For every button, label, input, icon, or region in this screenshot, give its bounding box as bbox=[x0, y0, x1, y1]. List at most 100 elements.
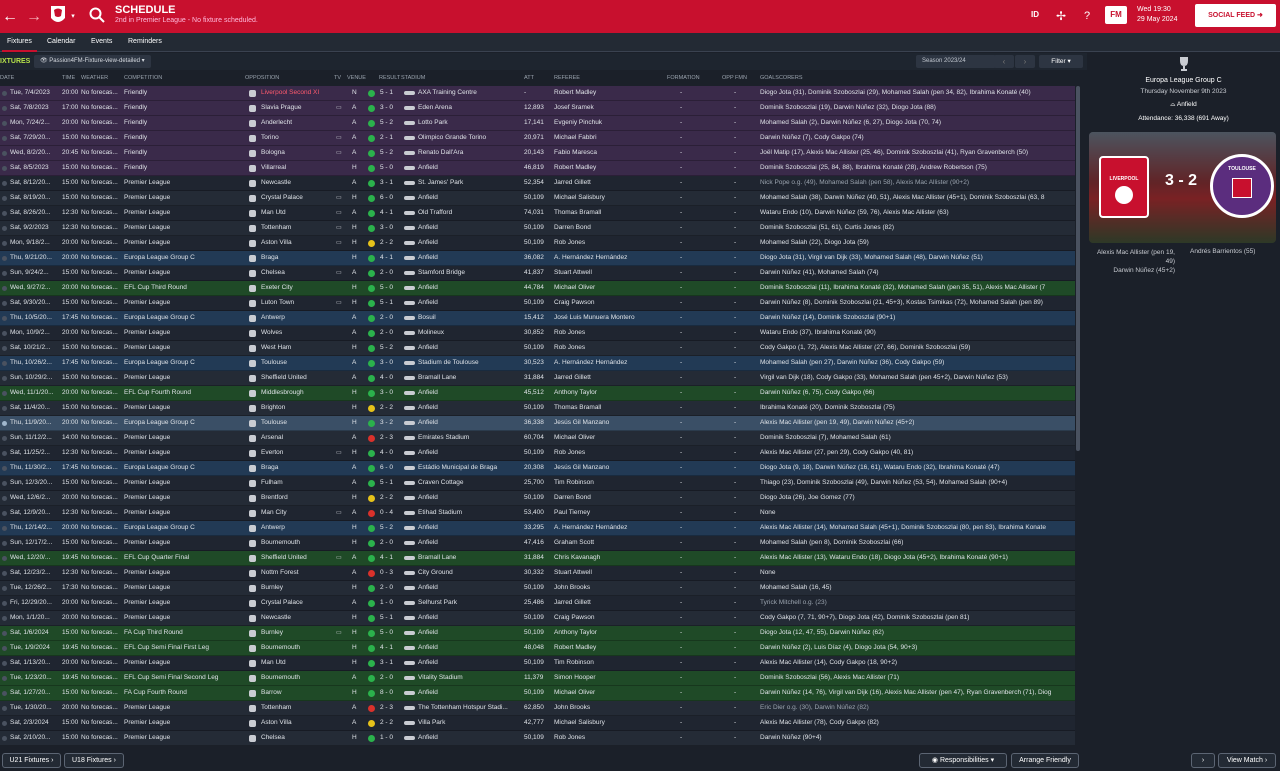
table-row[interactable]: Wed, 11/1/20... 20:00 No forecas... EFL Cup… bbox=[0, 386, 1075, 401]
cell-stadium[interactable]: Anfield bbox=[418, 629, 438, 636]
table-row[interactable]: Thu, 11/9/20... 20:00 No forecas... Europa … bbox=[0, 416, 1075, 431]
cell-opp[interactable]: Exeter City bbox=[261, 284, 293, 291]
cell-ref[interactable]: Michael Salisbury bbox=[554, 719, 605, 726]
cell-ref[interactable]: Rob Jones bbox=[554, 344, 586, 351]
table-row[interactable]: Sat, 2/10/20... 15:00 No forecas... Premier… bbox=[0, 731, 1075, 746]
cell-ref[interactable]: Anthony Taylor bbox=[554, 629, 597, 636]
cell-ref[interactable]: Simon Hooper bbox=[554, 674, 596, 681]
cell-comp[interactable]: Europa League Group C bbox=[124, 359, 195, 366]
cell-opp[interactable]: Newcastle bbox=[261, 179, 291, 186]
next-match-button[interactable]: › bbox=[1191, 753, 1215, 768]
cell-comp[interactable]: Premier League bbox=[124, 374, 171, 381]
cell-ref[interactable]: Robert Madley bbox=[554, 164, 597, 171]
cell-ref[interactable]: Rob Jones bbox=[554, 734, 586, 741]
cell-stadium[interactable]: Anfield bbox=[418, 614, 438, 621]
cell-opp[interactable]: Villarreal bbox=[261, 164, 287, 171]
table-row[interactable]: Thu, 10/5/20... 17:45 No forecas... Europa … bbox=[0, 311, 1075, 326]
cell-stadium[interactable]: Anfield bbox=[418, 644, 438, 651]
cell-stadium[interactable]: Old Trafford bbox=[418, 209, 453, 216]
cell-opp[interactable]: Bournemouth bbox=[261, 674, 301, 681]
cell-ref[interactable]: Michael Oliver bbox=[554, 434, 596, 441]
cell-opp[interactable]: Sheffield United bbox=[261, 554, 307, 561]
col-goalscorers[interactable]: GOALSCORERS bbox=[760, 75, 803, 81]
table-row[interactable]: Sun, 9/24/2... 15:00 No forecas... Premier … bbox=[0, 266, 1075, 281]
cell-stadium[interactable]: Anfield bbox=[418, 689, 438, 696]
cell-stadium[interactable]: Anfield bbox=[418, 389, 438, 396]
cell-comp[interactable]: Friendly bbox=[124, 104, 148, 111]
cell-opp[interactable]: Newcastle bbox=[261, 614, 291, 621]
cell-comp[interactable]: FA Cup Third Round bbox=[124, 629, 183, 636]
table-row[interactable]: Thu, 10/26/2... 17:45 No forecas... Europa … bbox=[0, 356, 1075, 371]
table-row[interactable]: Sat, 7/8/2023 17:00 No forecas... Friendly S… bbox=[0, 101, 1075, 116]
cell-opp[interactable]: Braga bbox=[261, 254, 279, 261]
cell-comp[interactable]: Premier League bbox=[124, 599, 171, 606]
table-row[interactable]: Sat, 1/27/20... 15:00 No forecas... FA Cup … bbox=[0, 686, 1075, 701]
cell-stadium[interactable]: Estádio Municipal de Braga bbox=[418, 464, 498, 471]
cell-comp[interactable]: Premier League bbox=[124, 479, 171, 486]
table-row[interactable]: Sat, 8/12/20... 15:00 No forecas... Premier… bbox=[0, 176, 1075, 191]
cell-opp[interactable]: Liverpool Second XI bbox=[261, 89, 320, 96]
cell-stadium[interactable]: Selhurst Park bbox=[418, 599, 458, 606]
cell-opp[interactable]: Nottm Forest bbox=[261, 569, 299, 576]
table-row[interactable]: Sat, 9/30/20... 15:00 No forecas... Premier… bbox=[0, 296, 1075, 311]
forward-icon[interactable]: → bbox=[26, 8, 42, 25]
cell-comp[interactable]: Premier League bbox=[124, 704, 171, 711]
cell-opp[interactable]: Barrow bbox=[261, 689, 282, 696]
responsibilities-button[interactable]: ◉ Responsibilities ▾ bbox=[919, 753, 1007, 768]
fm-logo-icon[interactable]: FM bbox=[1105, 6, 1127, 24]
cell-opp[interactable]: Antwerp bbox=[261, 524, 285, 531]
table-row[interactable]: Sat, 9/2/2023 12:30 No forecas... Premier L… bbox=[0, 221, 1075, 236]
cell-stadium[interactable]: Anfield bbox=[418, 224, 438, 231]
cell-ref[interactable]: Thomas Bramall bbox=[554, 209, 602, 216]
table-row[interactable]: Mon, 10/9/2... 20:00 No forecas... Premier … bbox=[0, 326, 1075, 341]
cell-opp[interactable]: Bournemouth bbox=[261, 539, 301, 546]
tab-reminders[interactable]: Reminders bbox=[128, 38, 162, 45]
cell-comp[interactable]: Premier League bbox=[124, 569, 171, 576]
club-crest-icon[interactable] bbox=[50, 4, 66, 28]
season-next-button[interactable]: › bbox=[1015, 55, 1035, 68]
cell-stadium[interactable]: AXA Training Centre bbox=[418, 89, 477, 96]
cell-stadium[interactable]: Molineux bbox=[418, 329, 445, 336]
cell-comp[interactable]: Premier League bbox=[124, 659, 171, 666]
cell-ref[interactable]: A. Hernández Hernández bbox=[554, 524, 628, 531]
cell-ref[interactable]: Michael Oliver bbox=[554, 689, 596, 696]
table-row[interactable]: Sun, 12/3/20... 15:00 No forecas... Premier… bbox=[0, 476, 1075, 491]
cell-stadium[interactable]: City Ground bbox=[418, 569, 453, 576]
cell-ref[interactable]: Evgeniy Pinchuk bbox=[554, 119, 603, 126]
cell-ref[interactable]: Craig Pawson bbox=[554, 299, 595, 306]
cell-ref[interactable]: Rob Jones bbox=[554, 449, 586, 456]
cell-comp[interactable]: Premier League bbox=[124, 239, 171, 246]
cell-comp[interactable]: EFL Cup Semi Final First Leg bbox=[124, 644, 210, 651]
help-icon[interactable]: ? bbox=[1083, 10, 1091, 22]
view-match-button[interactable]: View Match › bbox=[1218, 753, 1276, 768]
cell-ref[interactable]: Craig Pawson bbox=[554, 614, 595, 621]
cell-stadium[interactable]: Anfield bbox=[418, 449, 438, 456]
cell-comp[interactable]: Friendly bbox=[124, 119, 148, 126]
cell-ref[interactable]: Anthony Taylor bbox=[554, 389, 597, 396]
cell-opp[interactable]: Chelsea bbox=[261, 734, 285, 741]
cell-comp[interactable]: Europa League Group C bbox=[124, 314, 195, 321]
cell-ref[interactable]: Jesús Gil Manzano bbox=[554, 464, 610, 471]
col-formation[interactable]: FORMATION bbox=[667, 75, 700, 81]
cell-stadium[interactable]: Emirates Stadium bbox=[418, 434, 470, 441]
season-prev-button[interactable]: ‹ bbox=[994, 55, 1014, 68]
cell-ref[interactable]: Rob Jones bbox=[554, 239, 586, 246]
cell-comp[interactable]: Premier League bbox=[124, 434, 171, 441]
cell-comp[interactable]: Europa League Group C bbox=[124, 464, 195, 471]
cell-stadium[interactable]: Anfield bbox=[418, 539, 438, 546]
table-row[interactable]: Mon, 9/18/2... 20:00 No forecas... Premier … bbox=[0, 236, 1075, 251]
cell-ref[interactable]: Jesús Gil Manzano bbox=[554, 419, 610, 426]
cell-stadium[interactable]: Anfield bbox=[418, 284, 438, 291]
cell-ref[interactable]: A. Hernández Hernández bbox=[554, 254, 628, 261]
social-feed-button[interactable]: SOCIAL FEED ➜ bbox=[1195, 4, 1276, 27]
cell-opp[interactable]: Slavia Prague bbox=[261, 104, 302, 111]
cell-comp[interactable]: Premier League bbox=[124, 299, 171, 306]
cell-stadium[interactable]: Lotto Park bbox=[418, 119, 448, 126]
table-row[interactable]: Sat, 10/21/2... 15:00 No forecas... Premier… bbox=[0, 341, 1075, 356]
cell-comp[interactable]: Premier League bbox=[124, 584, 171, 591]
table-scrollbar[interactable] bbox=[1076, 86, 1080, 451]
cell-stadium[interactable]: Anfield bbox=[418, 584, 438, 591]
cell-comp[interactable]: Europa League Group C bbox=[124, 254, 195, 261]
cell-ref[interactable]: Rob Jones bbox=[554, 329, 586, 336]
cell-stadium[interactable]: Etihad Stadium bbox=[418, 509, 463, 516]
